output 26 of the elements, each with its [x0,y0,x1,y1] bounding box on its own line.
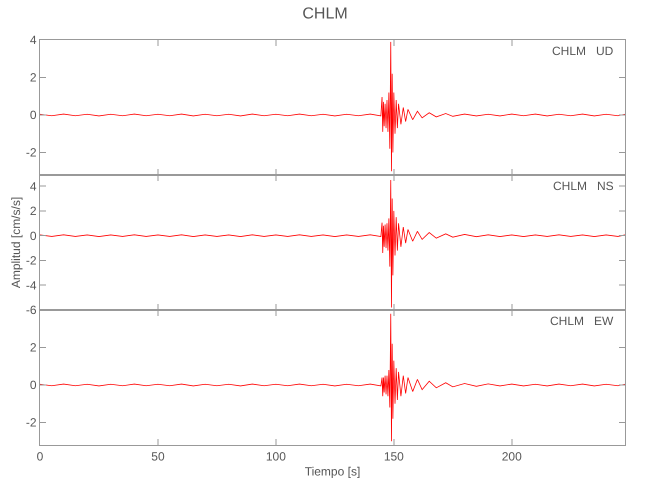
y-tick-label: 0 [30,108,37,122]
chart-title: CHLM [302,6,348,23]
y-tick-label: 2 [30,204,37,218]
y-tick-label: 0 [30,228,37,243]
line-series [40,41,625,172]
x-axis-title: Tiempo [s] [304,464,360,478]
x-tick-label: 200 [502,449,522,464]
y-tick-label: 4 [30,179,37,194]
line-series [40,313,625,442]
y-tick-label: -6 [26,303,37,318]
y-tick-label: -2 [26,416,37,430]
y-tick-label: 4 [30,33,37,48]
x-tick-label: 50 [151,449,165,464]
y-tick-label: 0 [30,378,37,392]
y-tick-label: -4 [26,278,37,292]
x-tick-label: 100 [266,449,286,464]
y-tick-label: -2 [26,254,37,268]
x-tick-label: 150 [384,449,404,464]
y-tick-label: -2 [26,146,37,160]
annotation: CHLM UD [552,44,614,58]
y-tick-label: 2 [30,70,37,85]
y-axis-title: Amplitud [cm/s/s] [9,196,24,288]
line-series [40,180,625,308]
y-tick-label: 2 [30,340,37,355]
annotation: CHLM EW [550,314,614,328]
annotation: CHLM NS [553,179,614,193]
